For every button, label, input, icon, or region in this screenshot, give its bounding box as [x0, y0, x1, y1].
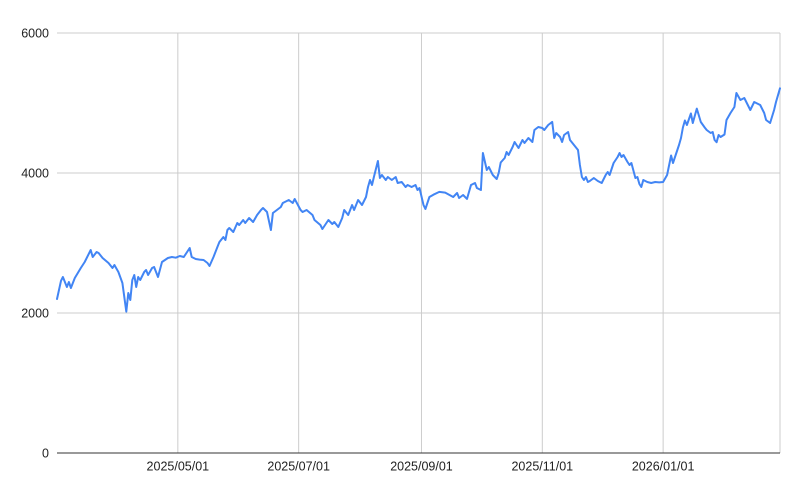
- x-tick-label: 2025/11/01: [511, 460, 573, 474]
- data-series-line: [56, 87, 781, 313]
- y-tick-label: 6000: [21, 27, 49, 41]
- y-tick-label: 4000: [21, 167, 49, 181]
- x-tick-label: 2025/09/01: [390, 460, 453, 474]
- y-tick-label: 2000: [21, 307, 49, 321]
- x-tick-label: 2026/01/01: [632, 460, 695, 474]
- x-tick-label: 2025/07/01: [267, 460, 330, 474]
- y-tick-label: 0: [42, 447, 49, 461]
- x-tick-label: 2025/05/01: [147, 460, 210, 474]
